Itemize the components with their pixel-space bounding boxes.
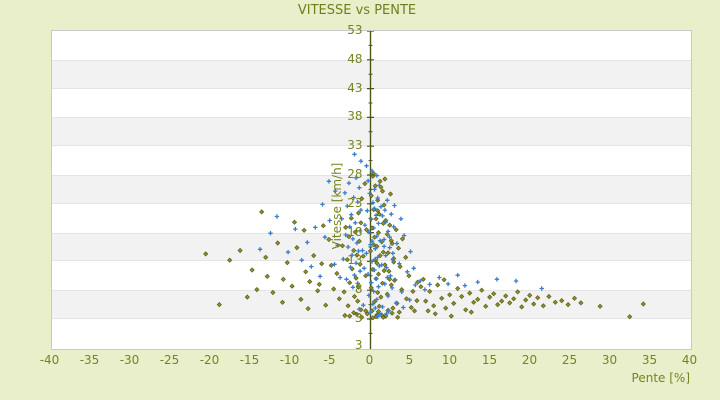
points-blue bbox=[257, 152, 544, 319]
y-axis-title: Vitesse [km/h] bbox=[330, 162, 344, 250]
x-tick-label: -5 bbox=[323, 353, 336, 367]
x-tick-label: -10 bbox=[279, 353, 300, 367]
y-tick-label: 23 bbox=[347, 195, 363, 210]
plot-area bbox=[51, 30, 692, 350]
y-tick-label: 38 bbox=[347, 109, 363, 124]
x-axis-title: Pente [%] bbox=[631, 371, 690, 385]
y-tick-label: 43 bbox=[347, 80, 363, 95]
y-tick-label: 18 bbox=[347, 224, 363, 239]
x-tick-label: 15 bbox=[481, 353, 498, 367]
x-tick-label: -15 bbox=[239, 353, 260, 367]
data-points-layer bbox=[203, 31, 646, 349]
y-tick-label: 8 bbox=[354, 282, 363, 297]
y-tick-label: 53 bbox=[347, 23, 363, 37]
x-tick-label: 30 bbox=[601, 353, 618, 367]
points-olive bbox=[203, 171, 646, 321]
x-tick-label: -20 bbox=[199, 353, 220, 367]
x-tick-label: -35 bbox=[79, 353, 100, 367]
x-tick-label: -30 bbox=[119, 353, 140, 367]
y-tick-label: 48 bbox=[347, 51, 363, 66]
x-tick-label: -40 bbox=[39, 353, 60, 367]
y-axis-minor-ticks bbox=[368, 44, 373, 334]
x-tick-label: 10 bbox=[441, 353, 458, 367]
y-tick-label: 13 bbox=[347, 253, 363, 268]
y-tick-label: 28 bbox=[347, 167, 363, 181]
x-tick-label: 35 bbox=[641, 353, 658, 367]
x-tick-label: 25 bbox=[561, 353, 578, 367]
x-tick-label: 5 bbox=[405, 353, 414, 367]
x-tick-label: -25 bbox=[159, 353, 180, 367]
x-tick-label: 20 bbox=[521, 353, 538, 367]
y-tick-label: 3 bbox=[354, 311, 363, 325]
chart-title: VITESSE vs PENTE bbox=[297, 3, 417, 18]
y-tick-label: 33 bbox=[347, 138, 363, 153]
y-axis-end-label: 3 bbox=[354, 338, 363, 352]
x-tick-label: 0 bbox=[365, 353, 374, 367]
x-tick-label: 40 bbox=[681, 353, 698, 367]
